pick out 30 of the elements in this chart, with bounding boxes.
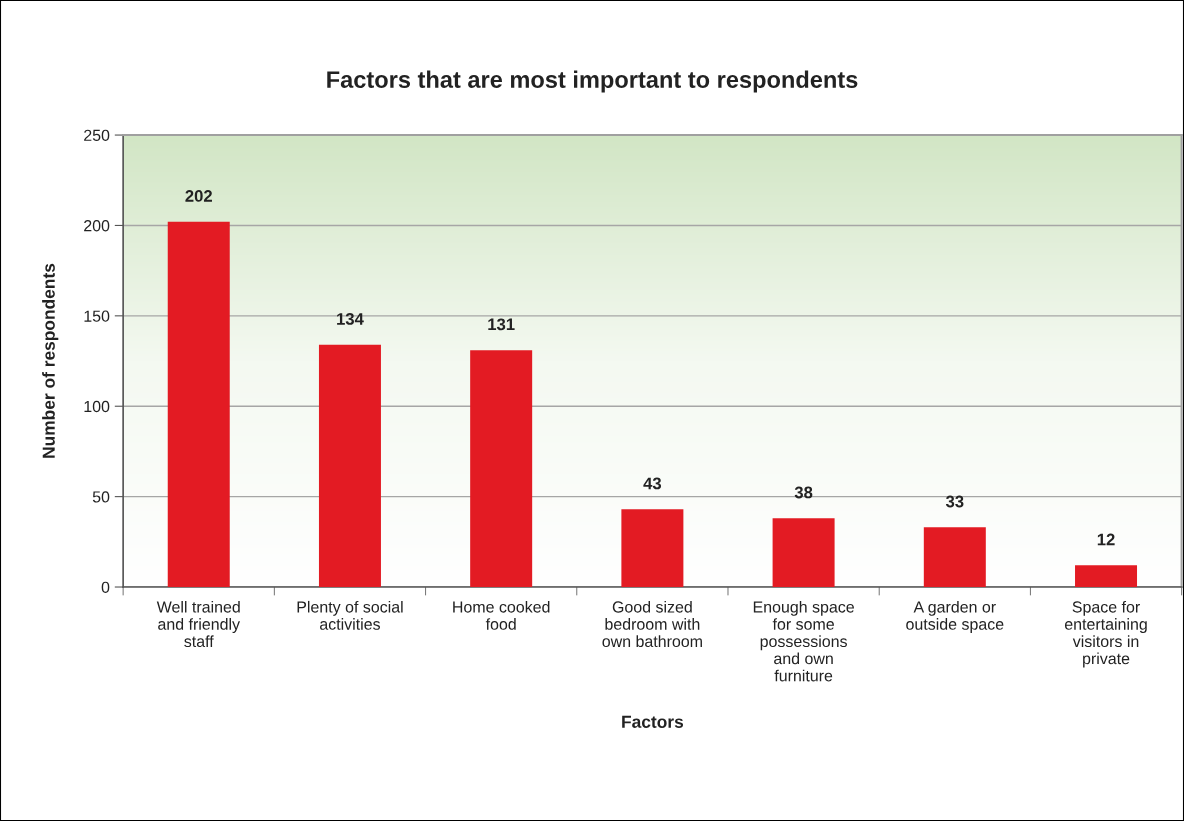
bar xyxy=(318,344,381,588)
data-label: 33 xyxy=(945,495,964,508)
bar xyxy=(167,221,230,588)
x-tick-label: Home cooked food xyxy=(453,600,550,630)
data-label: 12 xyxy=(1097,533,1115,546)
x-tick-label: Enough space for some possessions and own furniture xyxy=(753,600,854,682)
bar xyxy=(923,527,986,588)
bar xyxy=(621,509,684,588)
y-tick-label: 50 xyxy=(92,491,110,503)
bar xyxy=(470,350,533,588)
bar xyxy=(1075,565,1138,588)
data-label: 43 xyxy=(643,477,662,490)
y-tick-label: 200 xyxy=(84,220,110,232)
y-tick-label: 0 xyxy=(101,581,110,593)
x-tick-label: Space for entertaining visitors in private xyxy=(1064,600,1147,668)
x-tick-label: A garden or outside space xyxy=(906,600,1004,633)
x-tick-label: Well trained and friendly staff xyxy=(156,600,240,648)
data-label: 131 xyxy=(488,318,515,331)
data-label: 134 xyxy=(337,313,364,325)
y-tick-label: 100 xyxy=(84,400,110,413)
data-label: 202 xyxy=(185,190,212,202)
x-tick-label: Good sized bedroom with own bathroom xyxy=(602,600,702,648)
x-tick-label: Plenty of social activities xyxy=(297,600,403,630)
data-label: 38 xyxy=(794,486,813,499)
x-axis-title: Factors xyxy=(622,715,684,728)
chart-title: Factors that are most important to respondents xyxy=(327,70,858,93)
y-axis-title: Number of respondents xyxy=(42,263,59,458)
bar xyxy=(772,518,835,588)
y-tick-label: 250 xyxy=(84,129,110,141)
y-tick-label: 150 xyxy=(84,310,110,322)
